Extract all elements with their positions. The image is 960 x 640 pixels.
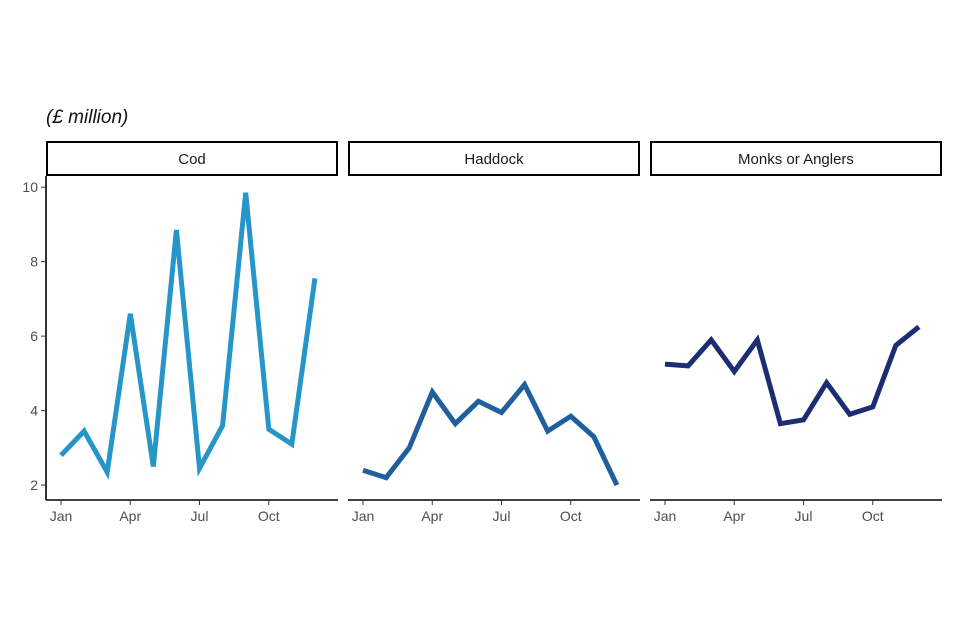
- series-line-cod: [59, 192, 318, 480]
- x-tick-label-monks-or-anglers: Jan: [654, 508, 677, 524]
- x-tick-label-haddock: Jan: [352, 508, 375, 524]
- panel-cod: Cod Jan Apr Jul Oct 2 4 6 8 10: [22, 141, 338, 524]
- unit-label: (£ million): [46, 107, 128, 128]
- series-line-haddock: [362, 380, 620, 487]
- y-tick-label: 6: [30, 328, 38, 344]
- series-line-monks-or-anglers: [664, 324, 921, 427]
- y-tick-label: 2: [30, 477, 38, 493]
- x-tick-label-cod: Oct: [258, 508, 280, 524]
- strip-label-haddock: Haddock: [464, 151, 524, 168]
- panel-haddock: Haddock Jan Apr Jul Oct: [348, 141, 640, 524]
- strip-header-monks-or-anglers: [650, 141, 942, 176]
- y-tick-label: 4: [30, 403, 38, 419]
- strip-header-cod: [46, 141, 338, 176]
- x-tick-label-haddock: Jul: [493, 508, 511, 524]
- x-tick-label-haddock: Apr: [421, 508, 443, 524]
- strip-label-monks-or-anglers: Monks or Anglers: [738, 151, 854, 168]
- x-tick-label-cod: Apr: [119, 508, 141, 524]
- panel-monks-or-anglers: Monks or Anglers Jan Apr Jul Oct: [650, 141, 942, 524]
- x-tick-label-cod: Jul: [191, 508, 209, 524]
- x-tick-label-monks-or-anglers: Jul: [795, 508, 813, 524]
- x-tick-label-monks-or-anglers: Oct: [862, 508, 884, 524]
- x-tick-label-haddock: Oct: [560, 508, 582, 524]
- y-tick-label: 10: [22, 179, 38, 195]
- strip-label-cod: Cod: [178, 151, 206, 168]
- y-tick-label: 8: [30, 254, 38, 270]
- strip-header-haddock: [348, 141, 640, 176]
- x-tick-label-monks-or-anglers: Apr: [723, 508, 745, 524]
- panels-group: Cod Jan Apr Jul Oct 2 4 6 8 10 Haddock Jan Apr Jul Oct…: [22, 141, 942, 524]
- x-tick-label-cod: Jan: [50, 508, 73, 524]
